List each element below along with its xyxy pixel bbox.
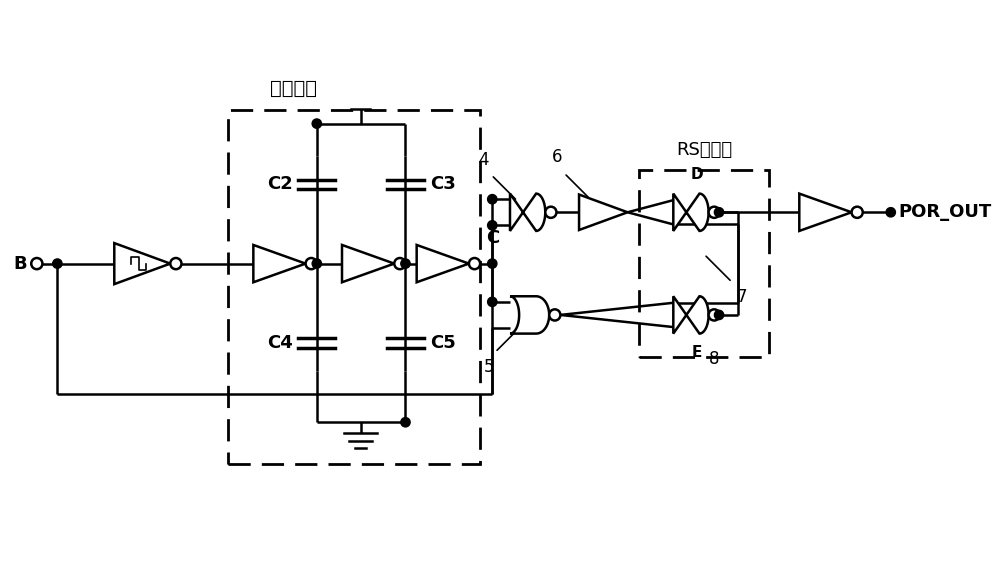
Circle shape — [709, 309, 720, 320]
Text: C: C — [486, 229, 499, 247]
Bar — [639, 170, 769, 357]
Circle shape — [312, 119, 321, 128]
Polygon shape — [114, 243, 170, 284]
Polygon shape — [799, 193, 852, 231]
Polygon shape — [673, 193, 709, 231]
Circle shape — [401, 259, 410, 268]
Circle shape — [469, 258, 480, 269]
Circle shape — [394, 258, 405, 269]
Text: 8: 8 — [709, 351, 719, 368]
Text: E: E — [691, 345, 702, 360]
Circle shape — [886, 208, 895, 217]
Text: 4: 4 — [479, 152, 489, 169]
Circle shape — [31, 258, 42, 269]
Text: B: B — [14, 255, 27, 273]
Circle shape — [170, 258, 181, 269]
Text: C4: C4 — [267, 334, 293, 352]
Polygon shape — [673, 296, 709, 333]
Text: 5: 5 — [484, 358, 495, 376]
Polygon shape — [510, 296, 549, 333]
Circle shape — [488, 194, 497, 204]
Circle shape — [714, 208, 724, 217]
Text: C5: C5 — [430, 334, 455, 352]
Text: C3: C3 — [430, 175, 455, 193]
Polygon shape — [510, 193, 545, 231]
Circle shape — [306, 258, 317, 269]
Polygon shape — [579, 194, 628, 230]
Text: 7: 7 — [737, 288, 747, 306]
Circle shape — [488, 221, 497, 230]
Text: RS触发器: RS触发器 — [676, 141, 732, 159]
Bar — [228, 110, 480, 464]
Circle shape — [53, 259, 62, 268]
Circle shape — [545, 206, 556, 218]
Text: POR_OUT: POR_OUT — [898, 203, 991, 221]
Text: D: D — [690, 168, 703, 182]
Polygon shape — [253, 245, 306, 282]
Circle shape — [709, 206, 720, 218]
Polygon shape — [417, 245, 469, 282]
Circle shape — [714, 310, 724, 320]
Circle shape — [549, 309, 560, 320]
Text: 延时电路: 延时电路 — [270, 80, 317, 98]
Circle shape — [488, 259, 497, 268]
Circle shape — [401, 418, 410, 427]
Text: C2: C2 — [267, 175, 293, 193]
Polygon shape — [342, 245, 394, 282]
Circle shape — [312, 259, 321, 268]
Circle shape — [488, 297, 497, 307]
Circle shape — [852, 206, 863, 218]
Text: 6: 6 — [551, 148, 562, 166]
